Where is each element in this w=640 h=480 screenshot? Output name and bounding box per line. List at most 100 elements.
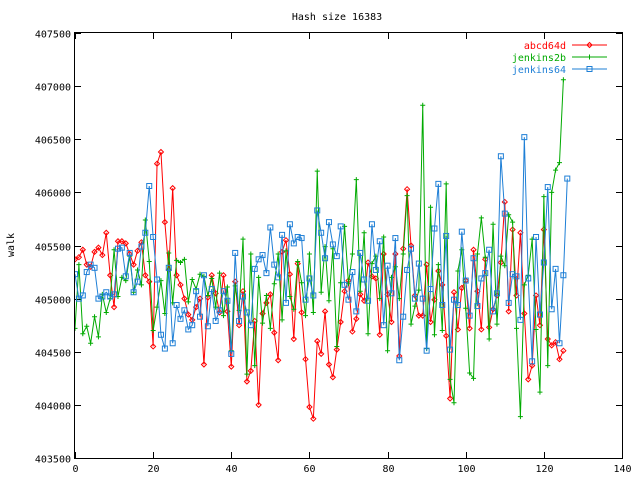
data-point <box>474 251 480 257</box>
data-point <box>545 363 551 369</box>
data-point <box>474 303 481 310</box>
data-point <box>384 262 391 269</box>
data-point <box>560 77 566 83</box>
data-point <box>306 251 312 257</box>
data-point <box>388 290 395 297</box>
y-tick-label: 405000 <box>35 296 71 307</box>
data-point <box>537 389 543 395</box>
data-point <box>517 414 523 420</box>
data-point <box>263 292 269 298</box>
data-point <box>255 256 262 263</box>
x-tick-label: 60 <box>303 464 315 475</box>
data-point <box>528 362 536 369</box>
data-point <box>427 286 434 293</box>
data-point <box>99 293 106 300</box>
data-point <box>76 262 82 268</box>
data-point <box>458 228 465 235</box>
data-point <box>372 266 379 273</box>
data-point <box>290 240 297 247</box>
data-point <box>185 311 192 318</box>
data-point <box>161 345 168 352</box>
x-tick-label: 100 <box>457 464 475 475</box>
data-point <box>103 229 110 236</box>
data-point <box>142 229 149 236</box>
data-point <box>361 230 367 236</box>
data-point <box>271 261 278 268</box>
data-point <box>174 257 180 263</box>
data-point <box>228 363 235 370</box>
data-point <box>400 313 407 320</box>
data-point <box>337 318 344 326</box>
data-point <box>552 265 559 272</box>
data-point <box>337 223 344 230</box>
series-line-jenkins64 <box>74 137 568 362</box>
data-point <box>208 286 215 293</box>
data-point <box>357 288 363 294</box>
data-point <box>529 358 536 365</box>
data-point <box>310 309 316 315</box>
y-tick-label: 404000 <box>35 402 71 413</box>
data-point <box>302 355 309 363</box>
y-tick-label: 405500 <box>35 243 71 254</box>
data-point <box>525 275 532 282</box>
data-point <box>161 218 169 226</box>
data-point <box>166 250 172 256</box>
data-point <box>357 249 364 256</box>
data-point <box>388 318 395 326</box>
data-point <box>177 260 183 265</box>
data-point <box>134 247 141 255</box>
data-point <box>404 193 410 199</box>
data-point <box>177 315 184 322</box>
data-point <box>181 256 187 262</box>
data-point <box>165 264 172 271</box>
data-point <box>423 347 430 354</box>
data-point <box>388 274 394 280</box>
data-point <box>501 210 508 217</box>
data-point <box>87 261 94 268</box>
data-point <box>349 269 356 276</box>
data-point <box>478 215 484 221</box>
data-point <box>544 184 551 191</box>
data-point <box>408 321 414 327</box>
data-point <box>458 284 466 292</box>
data-point <box>521 134 528 141</box>
data-point <box>442 332 450 340</box>
data-point <box>314 168 320 174</box>
series-layer <box>74 77 571 422</box>
chart-title: Hash size 16383 <box>292 12 382 23</box>
data-point <box>197 313 204 320</box>
data-point <box>294 234 301 240</box>
series-line-abcd64d <box>74 151 564 419</box>
data-point <box>357 291 364 298</box>
data-point <box>501 198 508 206</box>
legend-marker <box>586 66 593 72</box>
data-point <box>325 219 332 226</box>
data-point <box>298 309 305 316</box>
data-point <box>146 258 152 264</box>
data-point <box>103 289 110 296</box>
data-point <box>505 299 512 306</box>
data-point <box>79 292 86 299</box>
data-point <box>310 292 317 299</box>
data-point <box>255 401 262 409</box>
data-point <box>431 332 437 338</box>
data-point <box>75 295 82 302</box>
data-point <box>138 243 145 250</box>
data-point <box>317 350 325 358</box>
data-point <box>169 184 176 192</box>
data-point <box>447 376 453 382</box>
data-point <box>377 296 383 302</box>
data-point <box>419 295 426 302</box>
data-point <box>353 315 360 323</box>
data-point <box>376 238 383 245</box>
data-point <box>130 261 137 268</box>
data-point <box>286 221 293 228</box>
data-point <box>478 275 485 282</box>
data-point <box>271 329 278 336</box>
data-point <box>403 185 411 193</box>
data-point <box>446 395 454 402</box>
data-point <box>79 246 87 253</box>
data-point <box>536 311 543 318</box>
data-point <box>333 346 340 353</box>
data-point <box>478 326 485 333</box>
